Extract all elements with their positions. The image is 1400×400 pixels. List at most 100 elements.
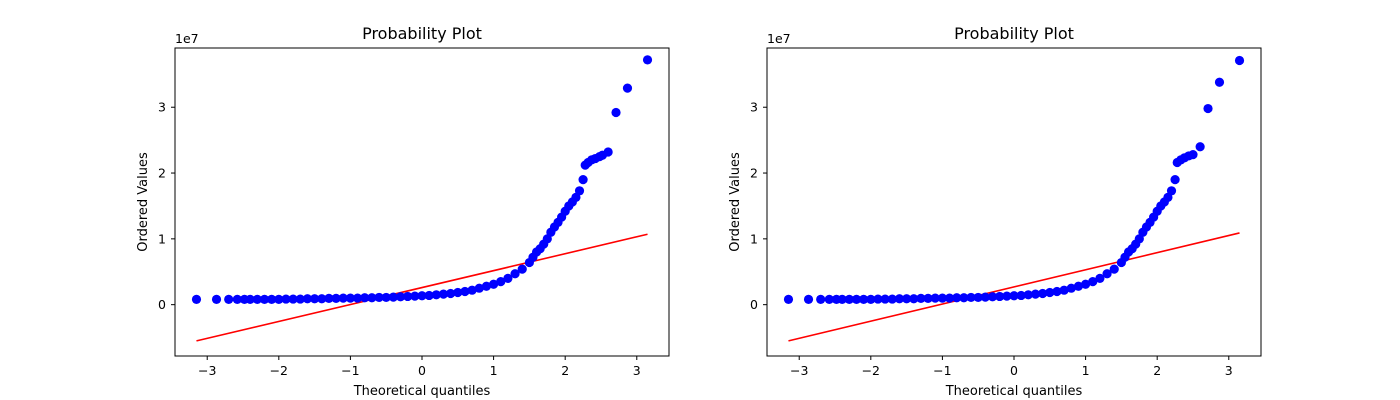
- data-point: [431, 290, 441, 300]
- data-point: [467, 285, 477, 295]
- data-point: [410, 291, 420, 301]
- x-tick-label: −3: [198, 363, 216, 378]
- y-offset-label: 1e7: [175, 31, 199, 46]
- data-point: [360, 293, 370, 303]
- data-point: [1045, 287, 1055, 298]
- data-point: [474, 283, 484, 293]
- data-point: [1234, 55, 1245, 66]
- data-point: [446, 288, 456, 299]
- data-point: [902, 294, 912, 304]
- data-point: [281, 294, 291, 304]
- plot-area: [191, 55, 653, 342]
- y-tick-label: 1: [750, 231, 758, 246]
- data-point: [987, 292, 998, 302]
- data-point: [496, 277, 506, 287]
- data-point: [844, 294, 854, 304]
- data-point: [481, 281, 492, 291]
- data-point: [1080, 279, 1091, 289]
- data-point: [887, 294, 897, 304]
- data-point: [417, 291, 427, 301]
- data-point: [1166, 186, 1177, 196]
- data-point: [1095, 273, 1105, 283]
- data-point: [488, 279, 499, 289]
- data-point: [345, 293, 356, 303]
- data-point: [388, 292, 398, 302]
- data-point: [245, 294, 255, 304]
- x-tick-label: 1: [490, 363, 498, 378]
- y-tick-label: 3: [750, 100, 758, 115]
- data-point: [453, 287, 463, 298]
- y-tick-label: 0: [158, 297, 166, 312]
- x-axis-label: Theoretical quantiles: [353, 384, 491, 399]
- y-tick-label: 3: [158, 100, 166, 115]
- x-tick-label: −3: [790, 363, 808, 378]
- fit-line: [196, 233, 648, 342]
- data-point: [460, 286, 470, 297]
- data-point: [851, 294, 862, 304]
- data-point: [1170, 175, 1180, 185]
- x-axis-label: Theoretical quantiles: [945, 384, 1083, 399]
- y-tick-label: 1: [158, 231, 166, 246]
- data-point: [517, 264, 527, 274]
- data-point: [338, 293, 348, 303]
- data-point: [1038, 288, 1048, 299]
- y-axis-label: Ordered Values: [136, 152, 151, 252]
- data-point: [574, 186, 585, 196]
- y-tick-label: 2: [750, 166, 758, 181]
- data-point: [859, 294, 869, 304]
- data-point: [274, 294, 284, 304]
- data-point: [1002, 291, 1012, 301]
- data-point: [959, 293, 969, 303]
- data-point: [1009, 291, 1019, 301]
- data-point: [995, 291, 1005, 302]
- data-point: [816, 294, 826, 304]
- data-point: [952, 293, 962, 303]
- data-point: [224, 294, 234, 304]
- data-point: [894, 294, 905, 304]
- data-point: [1030, 289, 1041, 299]
- data-point: [873, 294, 883, 304]
- data-point: [1059, 285, 1069, 295]
- data-point: [295, 294, 305, 304]
- x-tick-label: 1: [1082, 363, 1090, 378]
- data-point: [395, 292, 406, 302]
- data-point: [438, 289, 449, 299]
- x-tick-label: 0: [1010, 363, 1018, 378]
- data-point: [923, 293, 933, 304]
- x-tick-label: 0: [418, 363, 426, 378]
- data-point: [424, 290, 434, 301]
- data-point: [317, 294, 327, 304]
- x-tick-label: −2: [862, 363, 880, 378]
- data-point: [252, 294, 262, 304]
- data-point: [1188, 150, 1198, 160]
- data-point: [1109, 264, 1119, 274]
- data-point: [503, 273, 513, 283]
- data-point: [232, 294, 242, 304]
- y-axis-label: Ordered Values: [728, 152, 743, 252]
- x-tick-label: −1: [933, 363, 951, 378]
- data-point: [1088, 277, 1098, 287]
- data-point: [930, 293, 940, 303]
- data-point: [837, 294, 847, 304]
- data-point: [973, 292, 983, 303]
- data-point: [944, 293, 955, 303]
- chart-title: Probability Plot: [954, 24, 1074, 43]
- data-point: [980, 292, 990, 302]
- x-tick-label: 3: [1225, 363, 1233, 378]
- data-point: [1016, 290, 1026, 301]
- data-point: [403, 291, 413, 302]
- x-tick-label: −2: [270, 363, 288, 378]
- data-point: [1203, 103, 1213, 114]
- chart-title: Probability Plot: [362, 24, 482, 43]
- y-offset-label: 1e7: [767, 31, 791, 46]
- data-point: [324, 293, 334, 304]
- data-point: [578, 175, 588, 185]
- data-point: [1102, 269, 1112, 279]
- x-tick-label: −1: [341, 363, 359, 378]
- data-point: [966, 292, 976, 303]
- y-tick-label: 2: [158, 166, 166, 181]
- data-point: [352, 293, 363, 303]
- data-point: [331, 293, 341, 304]
- data-point: [642, 55, 653, 65]
